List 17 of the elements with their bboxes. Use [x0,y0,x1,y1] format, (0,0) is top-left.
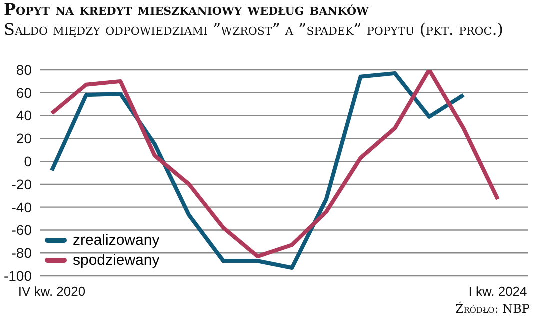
y-tick-label: 20 [16,130,32,147]
chart-title: Popyt na kredyt mieszkaniowy według banków [4,0,369,19]
chart-subtitle: Saldo między odpowiedziami ”wzrost” a ”spadek” popytu (pkt. proc.) [4,20,504,39]
y-tick-label: 40 [16,108,32,124]
y-tick-label: -100 [4,268,32,284]
y-tick-label: 60 [16,84,32,101]
y-tick-label: 0 [24,154,32,170]
x-tick-label: IV kw. 2020 [18,284,86,299]
y-tick-label: -60 [12,222,32,238]
y-tick-label: -20 [12,176,32,192]
x-tick-label: I kw. 2024 [468,284,528,299]
legend-label: zrealizowany [73,232,160,248]
legend-label: spodziewany [73,252,160,268]
y-tick-label: -80 [12,245,32,262]
y-tick-label: -40 [12,199,32,216]
text: Źródło: NBP [456,302,530,316]
y-tick-label: 80 [16,62,32,78]
